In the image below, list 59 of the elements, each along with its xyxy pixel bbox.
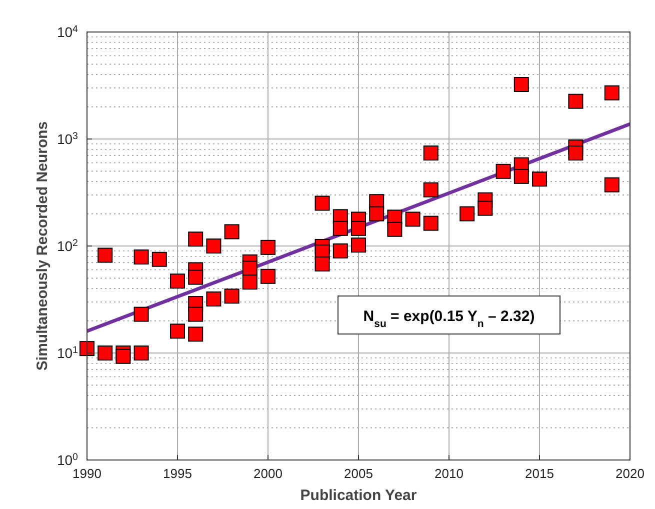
point	[80, 341, 94, 356]
point	[387, 222, 402, 237]
annotation: N$_{su}$ = exp(0.15 Y$_{n}$ – 2.32)	[363, 308, 535, 330]
point	[423, 145, 438, 160]
point	[514, 168, 529, 184]
point	[405, 212, 420, 227]
point	[314, 256, 330, 272]
point	[604, 85, 620, 100]
point	[369, 206, 384, 222]
point	[423, 182, 438, 198]
point	[188, 270, 204, 285]
point	[351, 220, 366, 236]
point	[260, 240, 276, 255]
point	[460, 206, 475, 222]
y-axis-title: Simultaneously Recorded Neurons	[34, 121, 51, 371]
point	[568, 145, 584, 160]
point	[532, 172, 547, 187]
point	[496, 164, 511, 179]
x-tick-label: 2000	[254, 466, 282, 481]
x-tick-label: 2010	[434, 466, 464, 481]
point	[98, 248, 113, 263]
point	[514, 77, 529, 92]
x-tick-label: 2015	[525, 466, 554, 481]
point	[332, 243, 348, 258]
point	[260, 268, 276, 284]
point	[478, 200, 493, 216]
x-tick-label: 1995	[163, 466, 192, 481]
point	[134, 306, 149, 322]
point	[351, 238, 366, 253]
point	[152, 252, 167, 267]
point	[116, 348, 131, 364]
y-tick-label: 10$^{2}$	[56, 238, 78, 254]
point	[423, 216, 438, 231]
point	[206, 238, 222, 254]
point	[188, 232, 204, 247]
point	[604, 177, 620, 192]
point	[314, 196, 330, 211]
y-tick-label: 10$^{4}$	[56, 24, 79, 40]
point	[332, 220, 348, 236]
x-axis-title: Publication Year	[300, 487, 417, 504]
y-tick-label: 10$^{1}$	[56, 344, 78, 361]
point	[568, 94, 584, 109]
point	[242, 260, 258, 276]
point	[98, 346, 113, 360]
point	[242, 274, 258, 290]
point	[188, 326, 204, 342]
point	[134, 346, 149, 360]
point	[224, 288, 240, 304]
x-tick-label: 1990	[72, 466, 102, 481]
x-tick-label: 2005	[344, 466, 373, 481]
point	[170, 274, 185, 289]
y-tick-label: 10$^{3}$	[56, 130, 79, 147]
point	[224, 224, 240, 240]
x-tick-label: 2020	[616, 466, 644, 481]
point	[206, 291, 222, 306]
y-tick-label: 10$^{0}$	[56, 452, 79, 468]
point	[170, 324, 185, 339]
point	[134, 249, 149, 264]
point	[188, 306, 204, 322]
